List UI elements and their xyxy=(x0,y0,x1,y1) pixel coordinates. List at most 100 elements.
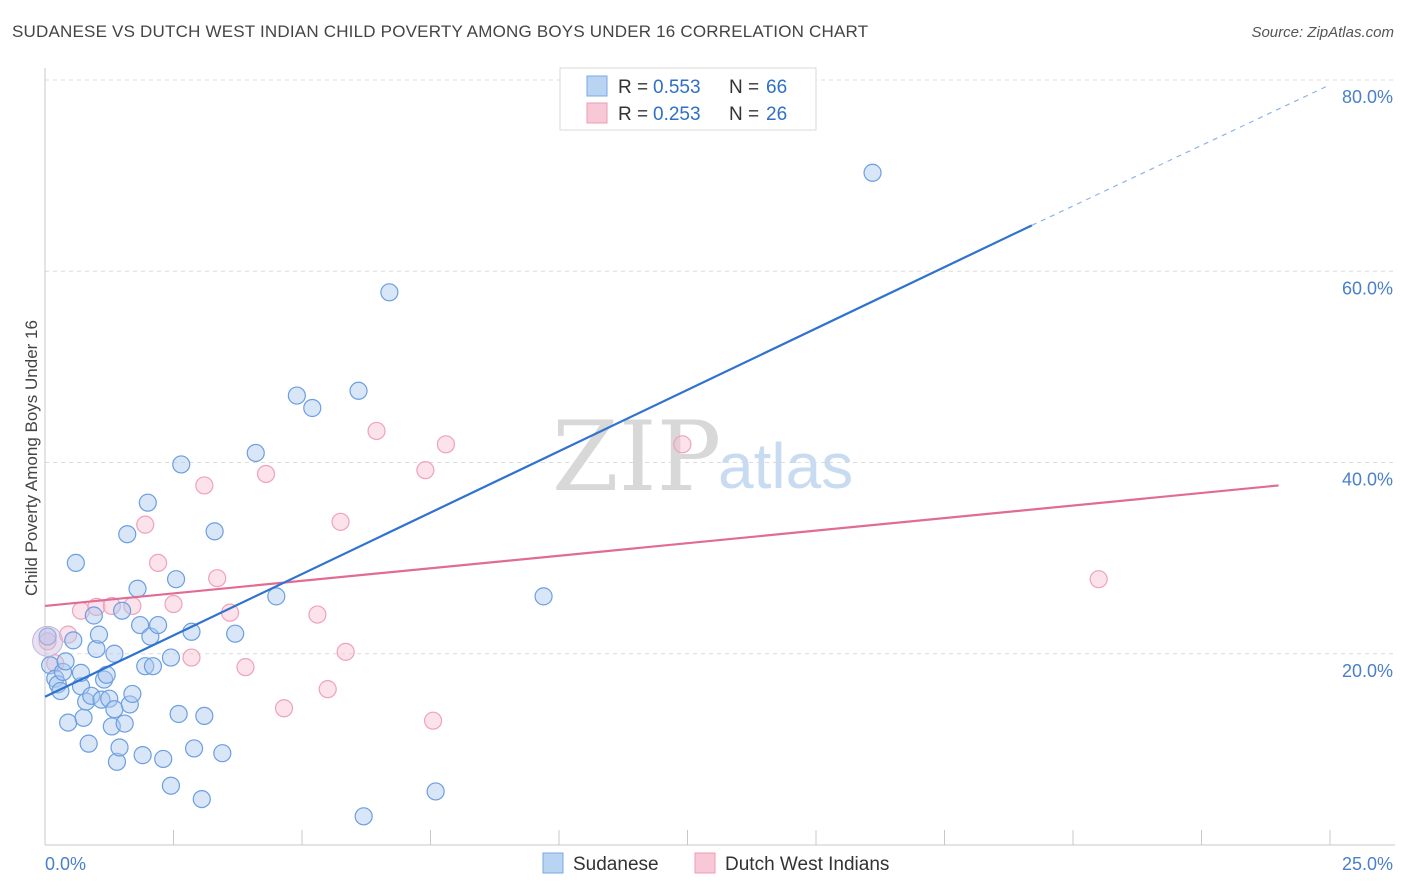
gridlines xyxy=(45,79,1395,655)
dutch-point xyxy=(102,596,121,616)
sudanese-point xyxy=(112,601,132,620)
legend-r-value-1: 0.553 xyxy=(653,77,701,98)
dutch-point xyxy=(59,625,78,644)
sudanese-point xyxy=(128,579,147,598)
sudanese-point xyxy=(130,615,150,635)
sudanese-point xyxy=(84,606,103,625)
sudanese-point xyxy=(87,639,106,659)
dutch-point xyxy=(148,553,168,573)
dutch-point xyxy=(1089,570,1108,589)
sudanese-point xyxy=(95,670,114,689)
dutch-point xyxy=(274,699,294,718)
dutch-point xyxy=(208,569,227,588)
legend-r-label-1: R = xyxy=(618,77,648,98)
sudanese-point xyxy=(110,738,129,757)
sudanese-point xyxy=(154,749,173,769)
dutch-trendline xyxy=(44,484,1279,608)
y-tick-labels: 20.0% 40.0% 60.0% 80.0% xyxy=(1342,87,1393,681)
sudanese-point xyxy=(82,686,101,705)
legend-swatch-dutch xyxy=(586,102,608,124)
bottom-legend: Sudanese Dutch West Indians xyxy=(542,852,889,875)
sudanese-point xyxy=(303,398,322,418)
dutch-point xyxy=(38,632,57,651)
dutch-point xyxy=(673,435,692,454)
sudanese-point xyxy=(59,713,78,732)
sudanese-point xyxy=(92,690,111,709)
sudanese-points xyxy=(32,163,882,826)
legend-n-value-2: 26 xyxy=(766,104,787,125)
sudanese-point xyxy=(133,746,152,765)
sudanese-point xyxy=(38,627,57,646)
sudanese-point xyxy=(77,692,96,711)
sudanese-point xyxy=(287,386,306,405)
sudanese-point xyxy=(120,695,139,714)
sudanese-point xyxy=(169,704,188,724)
dutch-point xyxy=(164,594,183,614)
sudanese-point xyxy=(66,553,85,573)
bottom-legend-label-dutch: Dutch West Indians xyxy=(725,854,889,875)
legend-swatch-sudanese xyxy=(586,75,608,97)
dutch-point xyxy=(195,476,214,495)
y-tick-label: 40.0% xyxy=(1342,470,1393,490)
bottom-legend-label-sudanese: Sudanese xyxy=(573,854,659,875)
legend-n-label-1: N = xyxy=(729,77,759,98)
sudanese-point xyxy=(184,739,204,758)
dutch-point xyxy=(308,605,327,624)
dutch-point xyxy=(318,680,337,699)
x-tick-label: 25.0% xyxy=(1342,854,1393,874)
sudanese-point xyxy=(246,443,265,463)
watermark-atlas: atlas xyxy=(718,430,853,502)
sudanese-point xyxy=(123,684,142,704)
y-axis-label: Child Poverty Among Boys Under 16 xyxy=(22,320,41,596)
y-tick-label: 20.0% xyxy=(1342,661,1393,681)
dutch-point xyxy=(136,515,155,534)
sudanese-point xyxy=(161,776,181,795)
sudanese-point xyxy=(89,625,109,644)
dutch-point xyxy=(331,512,350,531)
sudanese-point xyxy=(172,455,191,474)
top-legend: R = 0.553 N = 66 R = 0.253 N = 26 xyxy=(559,67,817,131)
legend-r-label-2: R = xyxy=(618,104,648,125)
bottom-legend-swatch-dutch xyxy=(694,852,716,874)
sudanese-point xyxy=(105,644,124,663)
sudanese-point xyxy=(118,525,137,544)
sudanese-point xyxy=(380,283,399,302)
sudanese-point xyxy=(166,570,186,589)
x-tick-label: 0.0% xyxy=(45,854,86,874)
sudanese-point xyxy=(115,714,134,733)
sudanese-point xyxy=(56,652,75,671)
chart-title: SUDANESE VS DUTCH WEST INDIAN CHILD POVE… xyxy=(12,22,869,41)
sudanese-point xyxy=(100,689,119,708)
sudanese-point xyxy=(349,381,368,400)
sudanese-point xyxy=(161,648,181,667)
sudanese-trendline xyxy=(44,224,1033,698)
dutch-west-indians-points xyxy=(38,421,1108,730)
sudanese-point xyxy=(148,615,168,635)
watermark: ZIP atlas xyxy=(552,401,853,513)
sudanese-point xyxy=(354,807,373,826)
sudanese-point xyxy=(192,789,211,809)
sudanese-point xyxy=(105,700,124,719)
legend-n-label-2: N = xyxy=(729,104,759,125)
x-tick-labels: 0.0% 25.0% xyxy=(45,854,1393,874)
overlap-cluster-point xyxy=(32,625,64,657)
sudanese-point xyxy=(97,665,116,684)
dutch-point xyxy=(182,648,201,667)
watermark-zip: ZIP xyxy=(552,401,721,513)
dutch-point xyxy=(336,642,355,661)
dutch-point xyxy=(416,461,435,480)
y-tick-label: 80.0% xyxy=(1342,87,1393,107)
sudanese-point xyxy=(136,657,155,676)
sudanese-point xyxy=(205,522,224,541)
sudanese-point xyxy=(226,624,245,643)
dutch-point xyxy=(236,658,255,677)
legend-n-value-1: 66 xyxy=(766,77,787,98)
dutch-point xyxy=(367,421,386,441)
trendlines xyxy=(44,84,1331,698)
sudanese-point xyxy=(426,782,445,801)
sudanese-point xyxy=(534,587,553,606)
sudanese-point xyxy=(195,706,214,726)
chart-source: Source: ZipAtlas.com xyxy=(1251,24,1394,41)
sudanese-point xyxy=(213,744,232,763)
